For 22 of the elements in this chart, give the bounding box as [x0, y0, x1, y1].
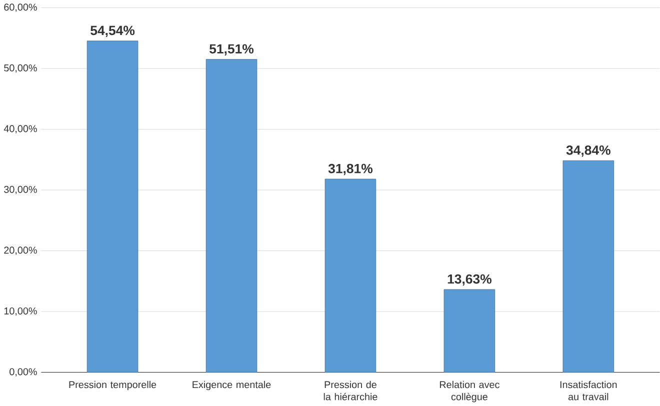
- x-tick-label: Relation avec collègue: [440, 380, 500, 402]
- y-tick-label: 60,00%: [4, 4, 37, 12]
- y-tick-label: 30,00%: [4, 186, 37, 194]
- bar: [444, 289, 496, 373]
- data-label: 31,81%: [328, 164, 373, 176]
- y-tick-label: 20,00%: [4, 246, 37, 255]
- y-tick-label: 40,00%: [4, 125, 37, 134]
- bar: [86, 40, 138, 373]
- data-label: 51,51%: [210, 44, 254, 56]
- x-tick-label: Pression de la hiérarchie: [324, 380, 378, 400]
- y-tick-label: 50,00%: [4, 64, 37, 73]
- x-tick-label: Exigence mentale: [192, 380, 271, 390]
- x-tick-label: Insatisfaction au travail: [560, 380, 617, 400]
- bar: [206, 59, 258, 373]
- data-label: 13,63%: [448, 274, 492, 286]
- bar: [324, 178, 376, 373]
- data-label: 54,54%: [90, 26, 135, 38]
- data-label: 34,84%: [566, 146, 610, 157]
- y-tick-label: 10,00%: [4, 307, 37, 316]
- x-tick-label: Pression temporelle: [69, 380, 156, 390]
- bar: [562, 160, 614, 373]
- y-tick-label: 0,00%: [10, 368, 37, 376]
